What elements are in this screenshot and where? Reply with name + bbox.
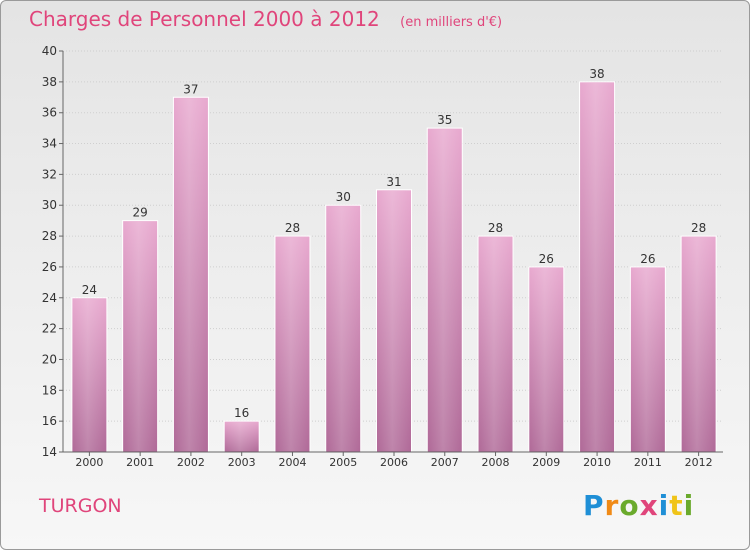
chart-title-text: Charges de Personnel 2000 à 2012: [29, 7, 380, 31]
bar-highlight: [580, 82, 614, 451]
logo-letter: x: [639, 489, 659, 522]
x-tick-label: 2002: [177, 456, 205, 469]
x-tick-label: 2008: [482, 456, 510, 469]
y-tick-label: 38: [42, 75, 57, 89]
x-tick-label: 2011: [634, 456, 662, 469]
y-tick-label: 24: [42, 291, 57, 305]
data-label: 24: [82, 283, 97, 297]
bar-highlight: [631, 267, 665, 451]
x-tick-label: 2007: [431, 456, 459, 469]
chart-title: Charges de Personnel 2000 à 2012 (en mil…: [29, 7, 502, 31]
bar-highlight: [225, 422, 259, 451]
bar-highlight: [377, 190, 411, 452]
data-label: 31: [386, 175, 401, 189]
logo-letter: i: [658, 489, 670, 522]
bar-highlight: [682, 237, 716, 451]
x-tick-label: 2003: [228, 456, 256, 469]
y-tick-label: 20: [42, 352, 57, 366]
y-tick-label: 40: [42, 44, 57, 58]
x-tick-label: 2012: [685, 456, 713, 469]
x-tick-label: 2004: [278, 456, 306, 469]
bar-layer: 24 29 37 16 28 30 31 35 28 26 38 26 28: [71, 67, 717, 453]
axis-layer: 14 16 18 20 22 24 26 28 30 32 34 36 38 40 2000 2001 2002…: [42, 44, 723, 469]
y-tick-label: 34: [42, 137, 57, 151]
bar-highlight: [275, 237, 309, 451]
bar-highlight: [174, 98, 208, 452]
y-tick-label: 28: [42, 229, 57, 243]
logo-letter: P: [583, 489, 605, 522]
x-tick-label: 2001: [126, 456, 154, 469]
data-label: 28: [488, 221, 503, 235]
chart-subtitle: (en milliers d'€): [400, 15, 503, 30]
data-label: 35: [437, 113, 452, 127]
data-label: 28: [691, 221, 706, 235]
data-label: 26: [640, 252, 655, 266]
x-tick-label: 2009: [532, 456, 560, 469]
data-label: 26: [539, 252, 554, 266]
bar-highlight: [123, 221, 157, 451]
y-tick-label: 36: [42, 106, 57, 120]
bar-highlight: [428, 129, 462, 451]
commune-name: TURGON: [39, 495, 122, 517]
bar-highlight: [326, 206, 360, 451]
data-label: 38: [589, 67, 604, 81]
logo-letter: i: [683, 489, 695, 522]
x-tick-label: 2005: [329, 456, 357, 469]
logo-letter: t: [669, 489, 684, 522]
data-label: 30: [336, 190, 351, 204]
y-tick-label: 22: [42, 322, 57, 336]
data-label: 16: [234, 406, 249, 420]
data-label: 37: [183, 82, 198, 96]
y-tick-label: 30: [42, 198, 57, 212]
bar-highlight: [529, 267, 563, 451]
bar-highlight: [479, 237, 513, 451]
x-tick-label: 2006: [380, 456, 408, 469]
y-tick-label: 16: [42, 414, 57, 428]
bar-highlight: [72, 298, 106, 451]
y-tick-label: 32: [42, 167, 57, 181]
y-tick-label: 18: [42, 383, 57, 397]
x-tick-label: 2000: [75, 456, 103, 469]
x-tick-label: 2010: [583, 456, 611, 469]
logo-letter: r: [604, 489, 620, 522]
proxiti-logo: Proxiti: [583, 489, 694, 522]
logo-letter: o: [619, 489, 640, 522]
data-label: 29: [133, 206, 148, 220]
y-tick-label: 26: [42, 260, 57, 274]
data-label: 28: [285, 221, 300, 235]
y-tick-label: 14: [42, 445, 57, 459]
